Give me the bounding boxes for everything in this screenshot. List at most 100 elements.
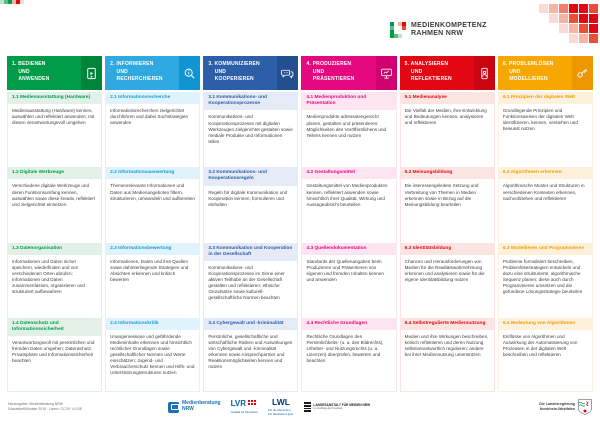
competence-cell: 6.3 Modellieren und Programmieren Proble… bbox=[498, 242, 592, 316]
tablet-icon bbox=[81, 56, 103, 90]
cell-heading: 2.4 Informationskritik bbox=[106, 317, 200, 330]
cell-heading: 4.3 Quellendokumentation bbox=[302, 242, 396, 255]
cell-body: Chancen und Herausforderungen von Medien… bbox=[404, 258, 485, 282]
competence-grid: 1. BEDIENEN UND ANWENDEN 1.1 Medienausst… bbox=[7, 56, 593, 392]
competence-cell: 5.3 Identitätsbildung Chancen und Heraus… bbox=[400, 242, 494, 316]
cell-body: Kommunikations- und Kooperationsprozesse… bbox=[208, 114, 293, 144]
competence-cell: 3.1 Kommunikations- und Kooperationsproz… bbox=[204, 92, 298, 165]
monitor-icon bbox=[375, 56, 397, 90]
medienberatung-line1: Medienberatung bbox=[182, 400, 221, 407]
column-analysieren-und-reflektieren: 5. ANALYSIEREN UND REFLEKTIEREN 5.1 Medi… bbox=[399, 56, 495, 392]
competence-cell: 4.1 Medienproduktion und Präsentation Me… bbox=[302, 92, 396, 165]
cell-heading: 5.2 Meinungsbildung bbox=[400, 167, 494, 180]
bars-icon bbox=[303, 401, 311, 413]
cell-body: Informationsrecherchen zielgerichtet dur… bbox=[110, 108, 189, 126]
medienkompetenz-logo: MEDIENKOMPETENZ RAHMEN NRW bbox=[390, 22, 487, 39]
column-cells: 3.1 Kommunikations- und Kooperationsproz… bbox=[203, 92, 299, 392]
cell-heading: 1.3 Datenorganisation bbox=[8, 242, 102, 255]
landesanstalt-fuer-medien-logo: LANDESANSTALT FÜR MEDIEN NRW Im Auftrag … bbox=[303, 401, 370, 413]
medienberatung-nrw-logo: Medienberatung NRW bbox=[168, 400, 221, 413]
pixel-l-icon bbox=[390, 22, 406, 39]
cell-heading: 1.4 Datenschutz und Informationssicherhe… bbox=[8, 317, 102, 337]
cell-body: Probleme formalisiert beschreiben, Probl… bbox=[502, 258, 583, 295]
column-header: 1. BEDIENEN UND ANWENDEN bbox=[7, 56, 103, 90]
cell-heading: 1.1 Medienausstattung (Hardware) bbox=[8, 92, 102, 105]
lvr-dot-matrix-icon bbox=[247, 399, 256, 406]
column-problemloesen-und-modellieren: 6. PROBLEMLÖSEN UND MODELLIEREN 6.1 Prin… bbox=[497, 56, 593, 392]
column-cells: 1.1 Medienausstattung (Hardware) Mediena… bbox=[7, 92, 103, 392]
brand-title: MEDIENKOMPETENZ RAHMEN NRW bbox=[411, 22, 487, 38]
smartphone-user-icon bbox=[473, 56, 495, 90]
cell-heading: 4.4 Rechtliche Grundlagen bbox=[302, 317, 396, 330]
competence-cell: 4.3 Quellendokumentation Standards der Q… bbox=[302, 242, 396, 316]
cell-heading: 3.1 Kommunikations- und Kooperationsproz… bbox=[204, 92, 298, 111]
competence-cell: 1.3 Datenorganisation Informationen und … bbox=[8, 242, 102, 316]
cell-heading: 4.2 Gestaltungsmittel bbox=[302, 167, 396, 180]
cell-body: Standards der Quellenangaben beim Produz… bbox=[306, 258, 384, 282]
cell-body: Die Vielfalt der Medien, ihre Entwicklun… bbox=[404, 108, 487, 126]
cell-body: Medienprodukte adressatengerecht planen,… bbox=[306, 114, 387, 138]
cell-heading: 6.3 Modellieren und Programmieren bbox=[498, 242, 592, 255]
cell-body: Die interessengeleitete Setzung und Verb… bbox=[404, 183, 479, 207]
competence-cell: 2.2 Informationsauswertung Themenrelevan… bbox=[106, 167, 200, 240]
imprint-text: Herausgeber: Medienberatung NRW Düsseldo… bbox=[8, 402, 158, 412]
lvr-logo: LVR Qualität für Menschen bbox=[230, 398, 258, 414]
cell-body: Informationen, Daten und ihre Quellen so… bbox=[110, 258, 189, 282]
cell-body: Persönliche, gesellschaftliche und wirts… bbox=[208, 333, 293, 370]
cell-heading: 5.4 Selbstregulierte Mediennutzung bbox=[400, 317, 494, 330]
lwl-logo: LWL Für die Menschen. Für Westfalen-Lipp… bbox=[268, 398, 294, 416]
column-header: 3. KOMMUNIZIEREN UND KOOPERIEREN bbox=[203, 56, 299, 90]
lvr-wordmark: LVR bbox=[230, 398, 247, 408]
cell-heading: 6.2 Algorithmen erkennen bbox=[498, 167, 592, 180]
medienberatung-icon bbox=[168, 401, 179, 413]
chat-bubbles-icon bbox=[277, 56, 299, 90]
column-title: 1. BEDIENEN UND ANWENDEN bbox=[12, 61, 50, 82]
column-header: 6. PROBLEMLÖSEN UND MODELLIEREN bbox=[497, 56, 593, 90]
column-title: 6. PROBLEMLÖSEN UND MODELLIEREN bbox=[502, 61, 554, 82]
column-bedienen-und-anwenden: 1. BEDIENEN UND ANWENDEN 1.1 Medienausst… bbox=[7, 56, 103, 392]
cell-heading: 2.1 Informationsrecherche bbox=[106, 92, 200, 105]
column-cells: 2.1 Informationsrecherche Informationsre… bbox=[105, 92, 201, 392]
landesregierung-line2: Nordrhein-Westfalen bbox=[539, 407, 575, 411]
column-header: 4. PRODUZIEREN UND PRÄSENTIEREN bbox=[301, 56, 397, 90]
lvr-tagline: Qualität für Menschen bbox=[230, 409, 258, 414]
cell-heading: 2.3 Informationsbewertung bbox=[106, 242, 200, 255]
lfm-claim: Im Auftrag der Freiheit. bbox=[313, 406, 343, 411]
cell-body: Algorithmische Muster und Strukturen in … bbox=[502, 183, 585, 201]
competence-cell: 6.2 Algorithmen erkennen Algorithmische … bbox=[498, 167, 592, 240]
competence-cell: 3.2 Kommunikations- und Kooperationsrege… bbox=[204, 167, 298, 240]
column-informieren-und-recherchieren: 2. INFORMIEREN UND RECHERCHIEREN 2.1 Inf… bbox=[105, 56, 201, 392]
competence-cell: 2.4 Informationskritik Unangemessene und… bbox=[106, 317, 200, 391]
landesregierung-nrw-logo: Die Landesregierung Nordrhein-Westfalen bbox=[539, 399, 592, 415]
cell-body: Grundlegende Prinzipien und Funktionswei… bbox=[502, 108, 578, 132]
cell-heading: 6.1 Prinzipien der digitalen Welt bbox=[498, 92, 592, 105]
cell-heading: 3.3 Kommunikation und Kooperation in der… bbox=[204, 242, 298, 261]
competence-cell: 3.4 Cybergewalt und -kriminalität Persön… bbox=[204, 317, 298, 391]
nrw-coat-of-arms bbox=[578, 399, 592, 415]
cell-body: Rechtliche Grundlagen des Persönlichkeit… bbox=[306, 333, 384, 364]
column-header: 5. ANALYSIEREN UND REFLEKTIEREN bbox=[399, 56, 495, 90]
cell-body: Kommunikations- und Kooperationsprozesse… bbox=[208, 264, 285, 301]
cell-heading: 2.2 Informationsauswertung bbox=[106, 167, 200, 180]
cell-heading: 5.3 Identitätsbildung bbox=[400, 242, 494, 255]
cell-heading: 3.4 Cybergewalt und -kriminalität bbox=[204, 317, 298, 330]
competence-cell: 5.1 Medienanalyse Die Vielfalt der Medie… bbox=[400, 92, 494, 165]
lwl-tagline: Für die Menschen. Für Westfalen-Lippe. bbox=[268, 408, 294, 416]
medienberatung-text: Medienberatung NRW bbox=[182, 400, 221, 413]
competence-cell: 6.4 Bedeutung von Algorithmen Einflüsse … bbox=[498, 317, 592, 391]
column-cells: 6.1 Prinzipien der digitalen Welt Grundl… bbox=[497, 92, 593, 392]
medienberatung-line2: NRW bbox=[182, 406, 194, 412]
competence-cell: 2.1 Informationsrecherche Informationsre… bbox=[106, 92, 200, 165]
cell-heading: 4.1 Medienproduktion und Präsentation bbox=[302, 92, 396, 111]
cell-heading: 6.4 Bedeutung von Algorithmen bbox=[498, 317, 592, 330]
competence-cell: 3.3 Kommunikation und Kooperation in der… bbox=[204, 242, 298, 316]
imprint-line1: Herausgeber: Medienberatung NRW bbox=[8, 401, 63, 406]
cell-body: Verschiedene digitale Werkzeuge und dere… bbox=[12, 183, 96, 207]
cell-body: Themenrelevante Informationen und Daten … bbox=[110, 183, 195, 201]
column-title: 5. ANALYSIEREN UND REFLEKTIEREN bbox=[404, 61, 452, 82]
page-footer: Herausgeber: Medienberatung NRW Düsseldo… bbox=[0, 392, 600, 422]
column-cells: 4.1 Medienproduktion und Präsentation Me… bbox=[301, 92, 397, 392]
competence-cell: 4.4 Rechtliche Grundlagen Rechtliche Gru… bbox=[302, 317, 396, 391]
competence-cell: 1.4 Datenschutz und Informationssicherhe… bbox=[8, 317, 102, 391]
cell-body: Regeln für digitale Kommunikation und Ko… bbox=[208, 189, 288, 207]
